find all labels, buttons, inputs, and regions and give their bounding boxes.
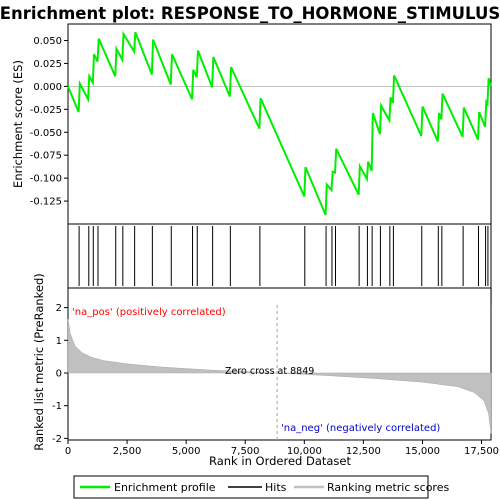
es-y-tick-label: -0.125: [30, 197, 62, 208]
metric-y-tick-label: 2: [56, 303, 62, 314]
es-y-tick-label: 0.025: [33, 59, 62, 70]
metric-y-tick-label: -2: [52, 434, 62, 445]
metric-x-tick-label: 12,500: [346, 446, 381, 457]
legend: Enrichment profile Hits Ranking metric s…: [74, 476, 449, 498]
metric-y-axis-label: Ranked list metric (PreRanked): [32, 273, 46, 451]
negative-correlation-label: 'na_neg' (negatively correlated): [281, 423, 440, 434]
metric-y-tick-label: 0: [56, 368, 62, 379]
ranked-metric-panel: Zero cross at 8849 'na_pos' (positively …: [32, 273, 499, 468]
metric-y-tick-label: -1: [52, 401, 62, 412]
es-y-tick-label: -0.100: [30, 174, 62, 185]
metric-x-tick-label: 0: [65, 446, 71, 457]
positive-correlation-label: 'na_pos' (positively correlated): [72, 307, 226, 318]
es-y-axis: 0.050 0.025 0.000 -0.025 -0.050 -0.075 -0.100 -…: [30, 36, 68, 208]
metric-x-axis-label: Rank in Ordered Dataset: [209, 454, 352, 468]
es-y-tick-label: -0.050: [30, 128, 62, 139]
hits-frame: [68, 224, 491, 288]
legend-label-metric: Ranking metric scores: [327, 481, 449, 494]
es-y-axis-label: Enrichment score (ES): [11, 60, 25, 188]
metric-x-tick-label: 15,000: [405, 446, 440, 457]
metric-x-tick-label: 5,000: [172, 446, 201, 457]
es-plot-frame: [68, 24, 491, 224]
metric-y-tick-label: 1: [56, 336, 62, 347]
legend-label-hits: Hits: [265, 481, 287, 494]
metric-x-tick-label: 17,500: [464, 446, 499, 457]
zero-cross-label: Zero cross at 8849: [225, 366, 314, 377]
es-y-tick-label: -0.075: [30, 151, 62, 162]
es-y-tick-label: -0.025: [30, 105, 62, 116]
es-y-tick-label: 0.050: [33, 36, 62, 47]
metric-x-tick-label: 2,500: [113, 446, 142, 457]
metric-y-axis: 2 1 0 -1 -2: [52, 303, 68, 445]
legend-label-enrichment: Enrichment profile: [114, 481, 216, 494]
enrichment-profile-panel: 0.050 0.025 0.000 -0.025 -0.050 -0.075 -0.100 -…: [11, 24, 491, 224]
chart-title: Enrichment plot: RESPONSE_TO_HORMONE_STI…: [0, 4, 500, 23]
es-y-tick-label: 0.000: [33, 82, 62, 93]
